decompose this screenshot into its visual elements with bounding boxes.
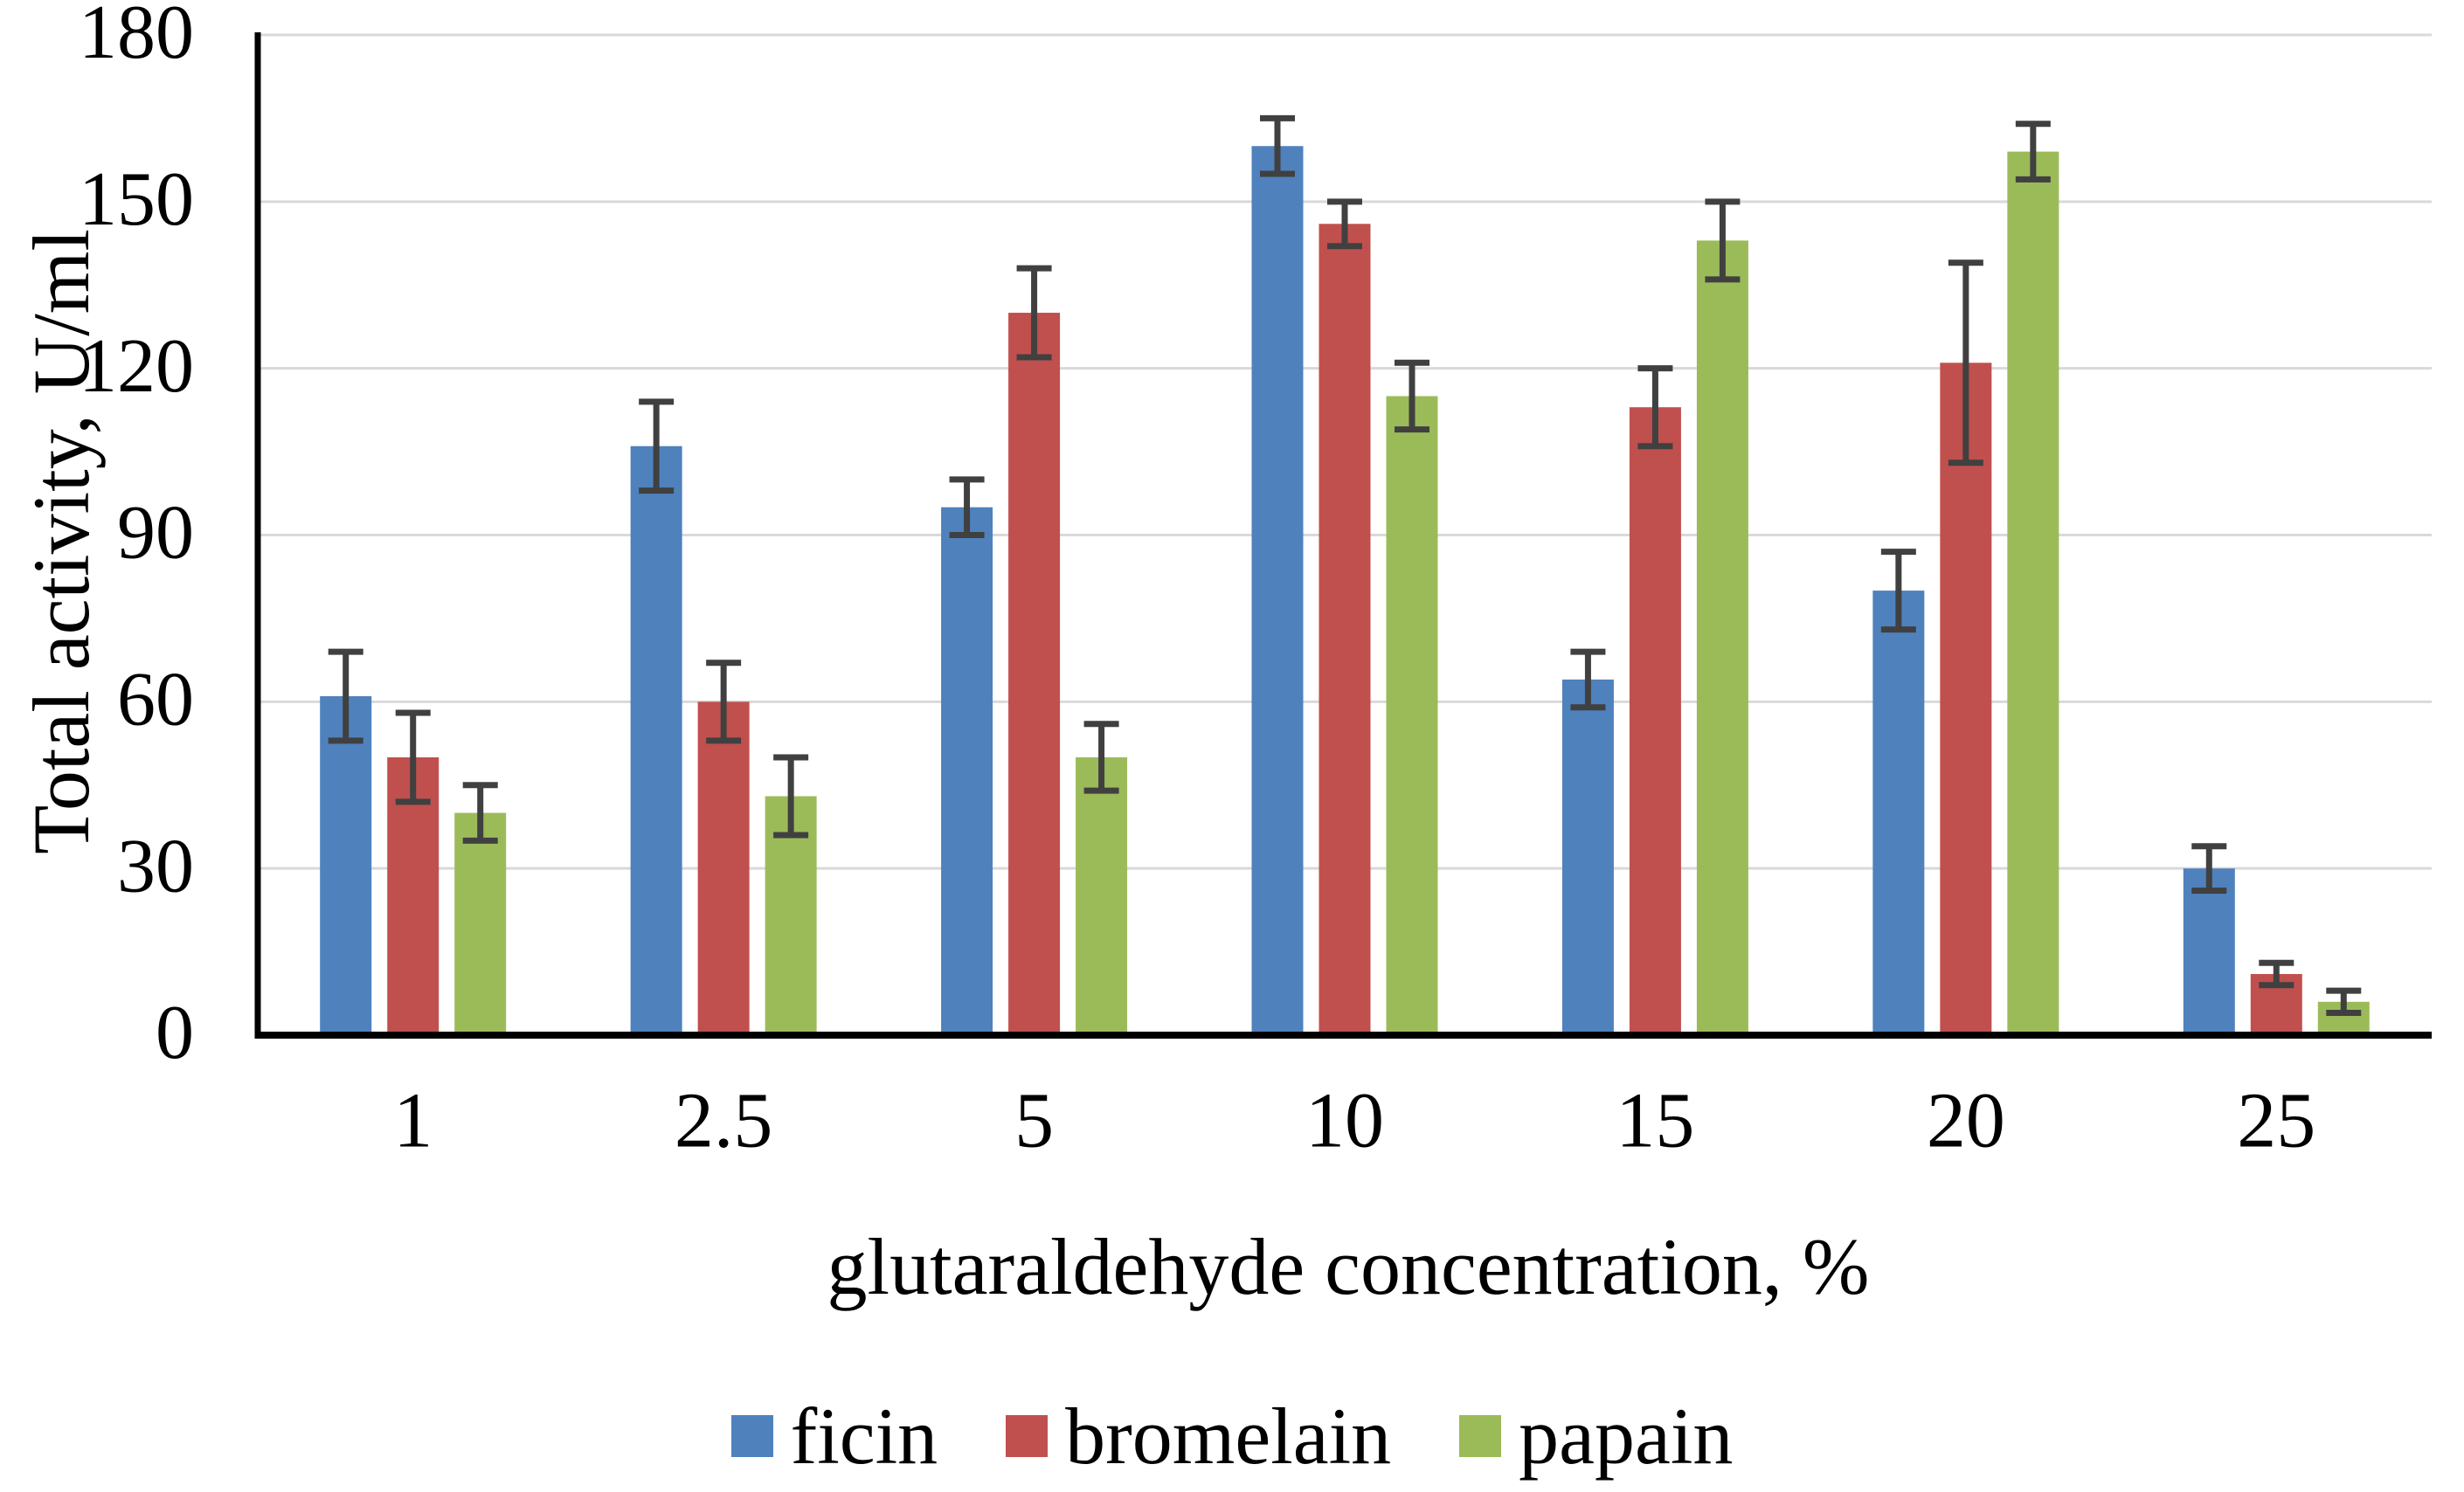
y-tick-label-0: 0 bbox=[156, 991, 194, 1075]
x-category-label-5: 5 bbox=[1014, 1078, 1054, 1164]
y-axis-title: Total activity, U/ml bbox=[17, 229, 106, 854]
x-axis-title: glutaraldehyde concentration, % bbox=[827, 1222, 1870, 1311]
x-category-label-1: 1 bbox=[393, 1078, 433, 1164]
legend: ficin bromelain papain bbox=[0, 1396, 2464, 1476]
legend-item-ficin: ficin bbox=[730, 1392, 938, 1481]
y-tick-label-30: 30 bbox=[117, 824, 194, 908]
bar-ficin-2.5 bbox=[630, 446, 682, 1035]
legend-label-papain: papain bbox=[1519, 1392, 1734, 1481]
y-tick-label-180: 180 bbox=[79, 0, 194, 75]
bar-ficin-1 bbox=[320, 695, 372, 1035]
y-tick-label-90: 90 bbox=[117, 491, 194, 576]
legend-label-ficin: ficin bbox=[790, 1392, 938, 1481]
bar-bromelain-5 bbox=[1008, 313, 1061, 1035]
legend-label-bromelain: bromelain bbox=[1065, 1392, 1392, 1481]
y-tick-label-60: 60 bbox=[117, 658, 194, 743]
legend-swatch-bromelain bbox=[1006, 1415, 1049, 1457]
bar-ficin-20 bbox=[1872, 591, 1925, 1035]
bar-papain-5 bbox=[1076, 756, 1128, 1035]
x-category-label-2.5: 2.5 bbox=[675, 1078, 773, 1164]
bar-papain-20 bbox=[2007, 151, 2059, 1036]
x-category-label-15: 15 bbox=[1616, 1078, 1694, 1164]
x-category-label-20: 20 bbox=[1927, 1078, 2005, 1164]
bar-bromelain-15 bbox=[1629, 407, 1681, 1035]
y-tick-label-120: 120 bbox=[79, 324, 194, 409]
bar-bromelain-2.5 bbox=[697, 701, 750, 1035]
y-tick-label-150: 150 bbox=[79, 157, 194, 242]
x-category-label-10: 10 bbox=[1305, 1078, 1384, 1164]
x-category-label-25: 25 bbox=[2237, 1078, 2315, 1164]
bar-ficin-5 bbox=[941, 507, 993, 1035]
legend-item-papain: papain bbox=[1459, 1396, 1733, 1476]
legend-swatch-ficin bbox=[730, 1415, 773, 1457]
bar-bromelain-20 bbox=[1940, 363, 1992, 1035]
legend-item-bromelain: bromelain bbox=[1006, 1396, 1391, 1476]
legend-swatch-papain bbox=[1459, 1415, 1502, 1457]
bar-bromelain-10 bbox=[1319, 224, 1371, 1035]
bar-ficin-15 bbox=[1561, 679, 1614, 1035]
bar-papain-1 bbox=[454, 812, 507, 1035]
bar-papain-10 bbox=[1386, 396, 1438, 1035]
bar-ficin-10 bbox=[1251, 146, 1304, 1035]
bar-ficin-25 bbox=[2183, 868, 2235, 1035]
bar-papain-15 bbox=[1696, 240, 1748, 1036]
